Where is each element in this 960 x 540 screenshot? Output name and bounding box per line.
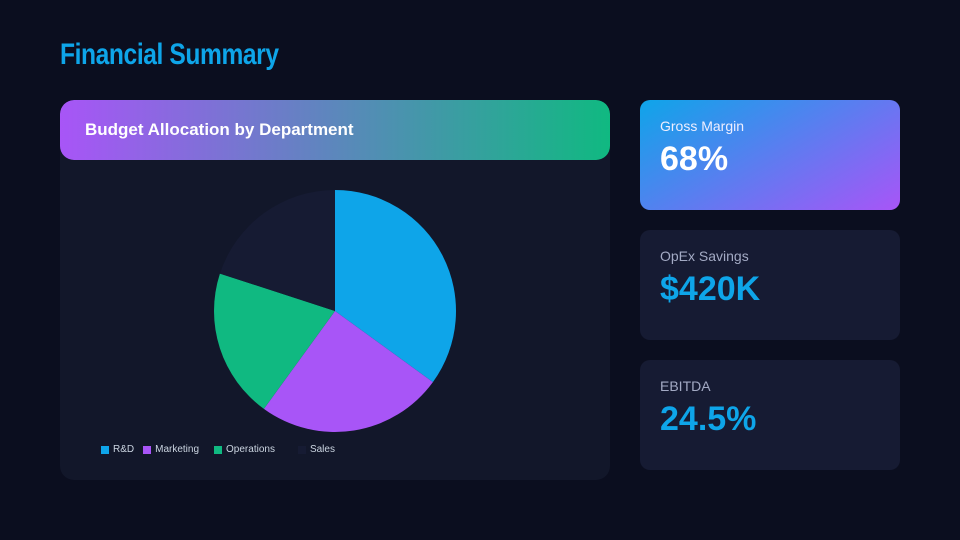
- pie-slice-marketing: [263, 311, 433, 432]
- kpi-opex-savings: OpEx Savings $420K: [640, 230, 900, 340]
- pie-slice-operations: [214, 273, 335, 409]
- chart-title: Budget Allocation by Department: [60, 100, 610, 160]
- pie-slice-sales: [219, 190, 335, 311]
- kpi-label: EBITDA: [660, 378, 711, 394]
- kpi-value: 24.5%: [660, 400, 757, 438]
- chart-legend: R&D Marketing Operations Sales: [101, 444, 344, 455]
- pie-chart: [214, 190, 456, 432]
- kpi-label: Gross Margin: [660, 118, 745, 134]
- kpi-value: $420K: [660, 270, 761, 308]
- legend-item: Marketing: [143, 444, 199, 455]
- legend-label: Marketing: [155, 444, 200, 455]
- legend-swatch: [214, 445, 223, 454]
- page-title: Financial Summary: [60, 38, 279, 71]
- legend-item: R&D: [101, 444, 134, 455]
- legend-swatch: [101, 445, 109, 454]
- legend-label: R&D: [113, 444, 135, 455]
- legend-label: Operations: [226, 444, 275, 455]
- budget-chart-card: Budget Allocation by Department R&D Mark…: [60, 100, 610, 480]
- kpi-gross-margin: Gross Margin 68%: [640, 100, 900, 210]
- kpi-label: OpEx Savings: [660, 248, 749, 264]
- legend-label: Sales: [309, 444, 335, 455]
- kpi-ebitda: EBITDA 24.5%: [640, 360, 900, 470]
- legend-swatch: [143, 445, 152, 454]
- kpi-value: 68%: [660, 140, 729, 178]
- pie-slice-rd: [335, 190, 456, 383]
- legend-item: Sales: [297, 444, 335, 455]
- legend-swatch: [297, 445, 306, 454]
- legend-item: Operations: [214, 444, 275, 455]
